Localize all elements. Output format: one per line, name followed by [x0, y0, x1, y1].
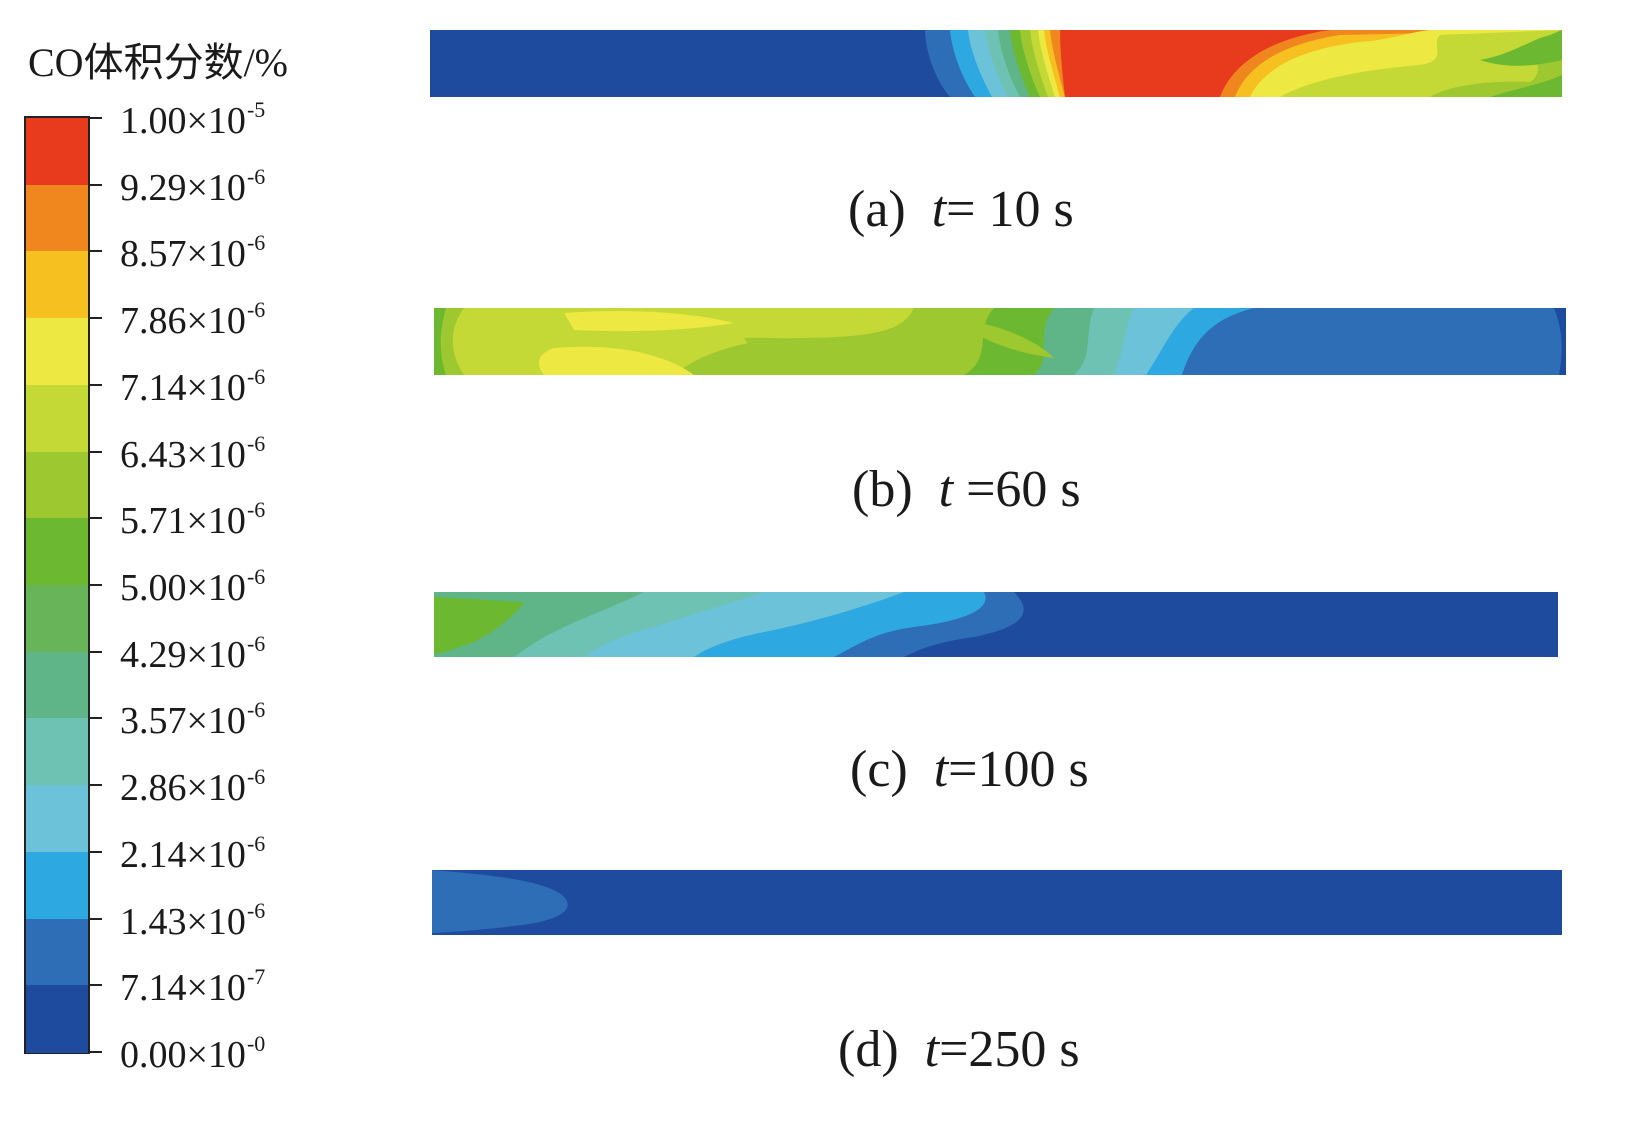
contour-panel-b [434, 308, 1566, 375]
colorbar-tick-label: 7.86×10-6 [120, 297, 266, 343]
colorbar-band [26, 718, 88, 786]
caption-time-value: =250 s [939, 1021, 1080, 1078]
colorbar-tick [90, 850, 102, 853]
caption-time-value: =60 s [953, 461, 1081, 518]
colorbar-band [26, 518, 88, 586]
caption-letter: (b) [852, 461, 913, 518]
colorbar-tick [90, 1051, 102, 1053]
caption-time-variable: t [933, 741, 949, 798]
colorbar-tick-label: 8.57×10-6 [120, 230, 266, 276]
colorbar-tick [90, 317, 102, 320]
colorbar-tick [90, 584, 102, 586]
colorbar-tick [90, 984, 102, 987]
colorbar-tick [90, 650, 102, 653]
colorbar-tick-label: 2.86×10-6 [120, 764, 266, 810]
caption-time-value: = 10 s [946, 181, 1074, 238]
colorbar-tick-label: 0.00×10-0 [120, 1031, 266, 1076]
colorbar-tick-label: 4.29×10-6 [120, 630, 266, 676]
colorbar-band [26, 251, 88, 319]
colorbar-band [26, 851, 88, 920]
contour-panel-d [432, 870, 1562, 935]
colorbar-tick-label: 7.14×10-6 [120, 363, 266, 409]
caption-letter: (c) [850, 741, 908, 798]
colorbar-tick [90, 250, 102, 253]
caption-time-variable: t [938, 461, 954, 518]
colorbar-band [26, 184, 88, 253]
caption-time-variable: t [924, 1021, 940, 1078]
caption-b: (b) t =60 s [852, 460, 1081, 519]
colorbar-band [26, 785, 88, 853]
caption-letter: (d) [838, 1021, 899, 1078]
contour-panel-a [430, 30, 1562, 97]
caption-c: (c) t=100 s [850, 740, 1089, 799]
colorbar-tick-label: 1.43×10-6 [120, 897, 266, 943]
caption-letter: (a) [848, 181, 906, 238]
contour-panel-c [434, 592, 1558, 657]
colorbar-tick [90, 784, 102, 787]
colorbar-tick-label: 3.57×10-6 [120, 697, 266, 743]
colorbar-tick-label: 2.14×10-6 [120, 830, 266, 876]
colorbar-band [26, 451, 88, 519]
colorbar-band [26, 585, 88, 653]
colorbar-band [26, 318, 88, 386]
caption-time-value: =100 s [948, 741, 1089, 798]
colorbar-tick-label: 6.43×10-6 [120, 430, 266, 476]
colorbar-band [26, 384, 88, 453]
colorbar [24, 116, 90, 1054]
colorbar-band [26, 651, 88, 720]
colorbar-tick [90, 517, 102, 520]
colorbar-tick-label: 9.29×10-6 [120, 163, 266, 209]
colorbar-band [26, 118, 88, 186]
caption-time-variable: t [931, 181, 947, 238]
colorbar-tick-label: 5.00×10-6 [120, 564, 266, 609]
colorbar-tick [90, 717, 102, 720]
colorbar-band [26, 985, 88, 1053]
caption-d: (d) t=250 s [838, 1020, 1080, 1079]
colorbar-tick [90, 917, 102, 920]
colorbar-tick [90, 183, 102, 186]
colorbar-tick [90, 383, 102, 386]
caption-a: (a) t= 10 s [848, 180, 1074, 239]
colorbar-tick [90, 117, 102, 119]
colorbar-tick-label: 1.00×10-5 [120, 97, 266, 142]
colorbar-tick [90, 450, 102, 453]
colorbar-tick-label: 5.71×10-6 [120, 497, 266, 543]
colorbar-band [26, 918, 88, 986]
legend-title: CO体积分数/% [28, 40, 288, 85]
colorbar-tick-label: 7.14×10-7 [120, 964, 266, 1010]
